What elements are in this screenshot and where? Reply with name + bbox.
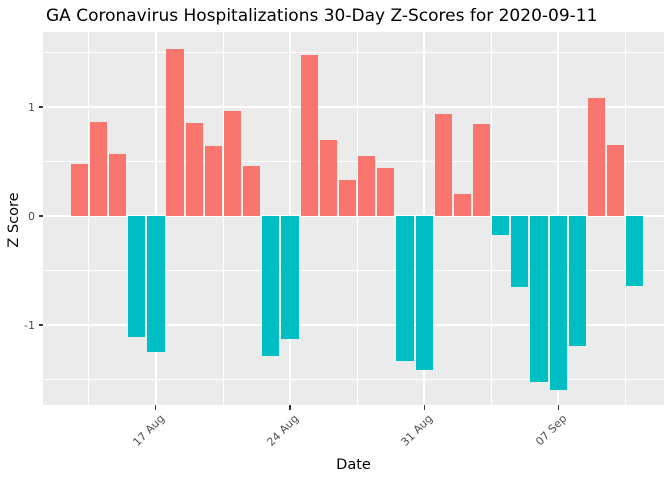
gridline-vertical-minor <box>222 32 224 405</box>
bar-2020-08-22 <box>243 165 261 216</box>
y-tick-label: -1 <box>24 318 35 332</box>
gridline-vertical-minor <box>88 32 90 405</box>
gridline-horizontal-minor <box>43 161 664 162</box>
bar-2020-09-08 <box>568 216 586 346</box>
bar-2020-09-06 <box>530 216 548 382</box>
bar-2020-08-17 <box>147 216 165 353</box>
bar-2020-08-25 <box>300 54 318 216</box>
bar-2020-09-03 <box>472 124 491 216</box>
bar-2020-08-21 <box>223 111 242 216</box>
bar-2020-08-16 <box>128 216 146 337</box>
bar-2020-08-26 <box>319 139 337 216</box>
bar-2020-09-11 <box>626 216 644 286</box>
gridline-horizontal-minor <box>43 379 664 380</box>
bar-2020-09-09 <box>587 98 606 216</box>
bar-2020-08-14 <box>89 122 108 216</box>
chart-title: GA Coronavirus Hospitalizations 30-Day Z… <box>46 6 598 26</box>
bar-2020-09-07 <box>549 216 567 391</box>
x-tick-label: 24 Aug <box>264 412 302 449</box>
bar-2020-08-24 <box>281 216 299 340</box>
x-axis-title: Date <box>336 457 371 473</box>
bar-2020-08-18 <box>166 49 184 216</box>
gridline-vertical-minor <box>356 32 358 405</box>
bar-2020-09-10 <box>607 145 625 216</box>
x-tick-mark <box>423 405 425 410</box>
x-tick-mark <box>557 405 559 410</box>
bar-2020-08-15 <box>109 153 127 216</box>
gridline-horizontal-major <box>43 324 664 326</box>
gridline-horizontal-minor <box>43 52 664 53</box>
plot-panel <box>43 32 664 405</box>
y-tick-mark <box>38 106 43 108</box>
bar-2020-08-13 <box>70 163 88 216</box>
bar-2020-08-27 <box>338 180 357 216</box>
bar-2020-09-02 <box>453 194 472 216</box>
gridline-horizontal-major <box>43 106 664 108</box>
x-tick-label: 17 Aug <box>130 412 168 449</box>
gridline-vertical-minor <box>624 32 626 405</box>
y-tick-label: 0 <box>28 209 35 223</box>
bar-2020-08-31 <box>415 216 433 370</box>
bar-2020-09-04 <box>492 216 510 235</box>
bar-2020-08-23 <box>262 216 280 356</box>
y-tick-mark <box>38 324 43 326</box>
x-tick-mark <box>289 405 291 410</box>
y-tick-label: 1 <box>28 100 35 114</box>
bar-2020-09-01 <box>434 113 452 216</box>
x-tick-label: 31 Aug <box>398 412 436 449</box>
bar-2020-08-28 <box>358 156 376 216</box>
gridline-vertical-minor <box>490 32 492 405</box>
bar-2020-08-29 <box>377 168 395 216</box>
y-tick-mark <box>38 215 43 217</box>
gridline-horizontal-minor <box>43 270 664 271</box>
bar-2020-08-30 <box>396 216 414 361</box>
x-tick-mark <box>155 405 157 410</box>
x-tick-label: 07 Sep <box>533 412 570 449</box>
bar-2020-08-19 <box>185 123 203 216</box>
bar-2020-09-05 <box>511 216 529 287</box>
bar-2020-08-20 <box>204 146 222 216</box>
gridline-horizontal-major <box>43 215 664 217</box>
